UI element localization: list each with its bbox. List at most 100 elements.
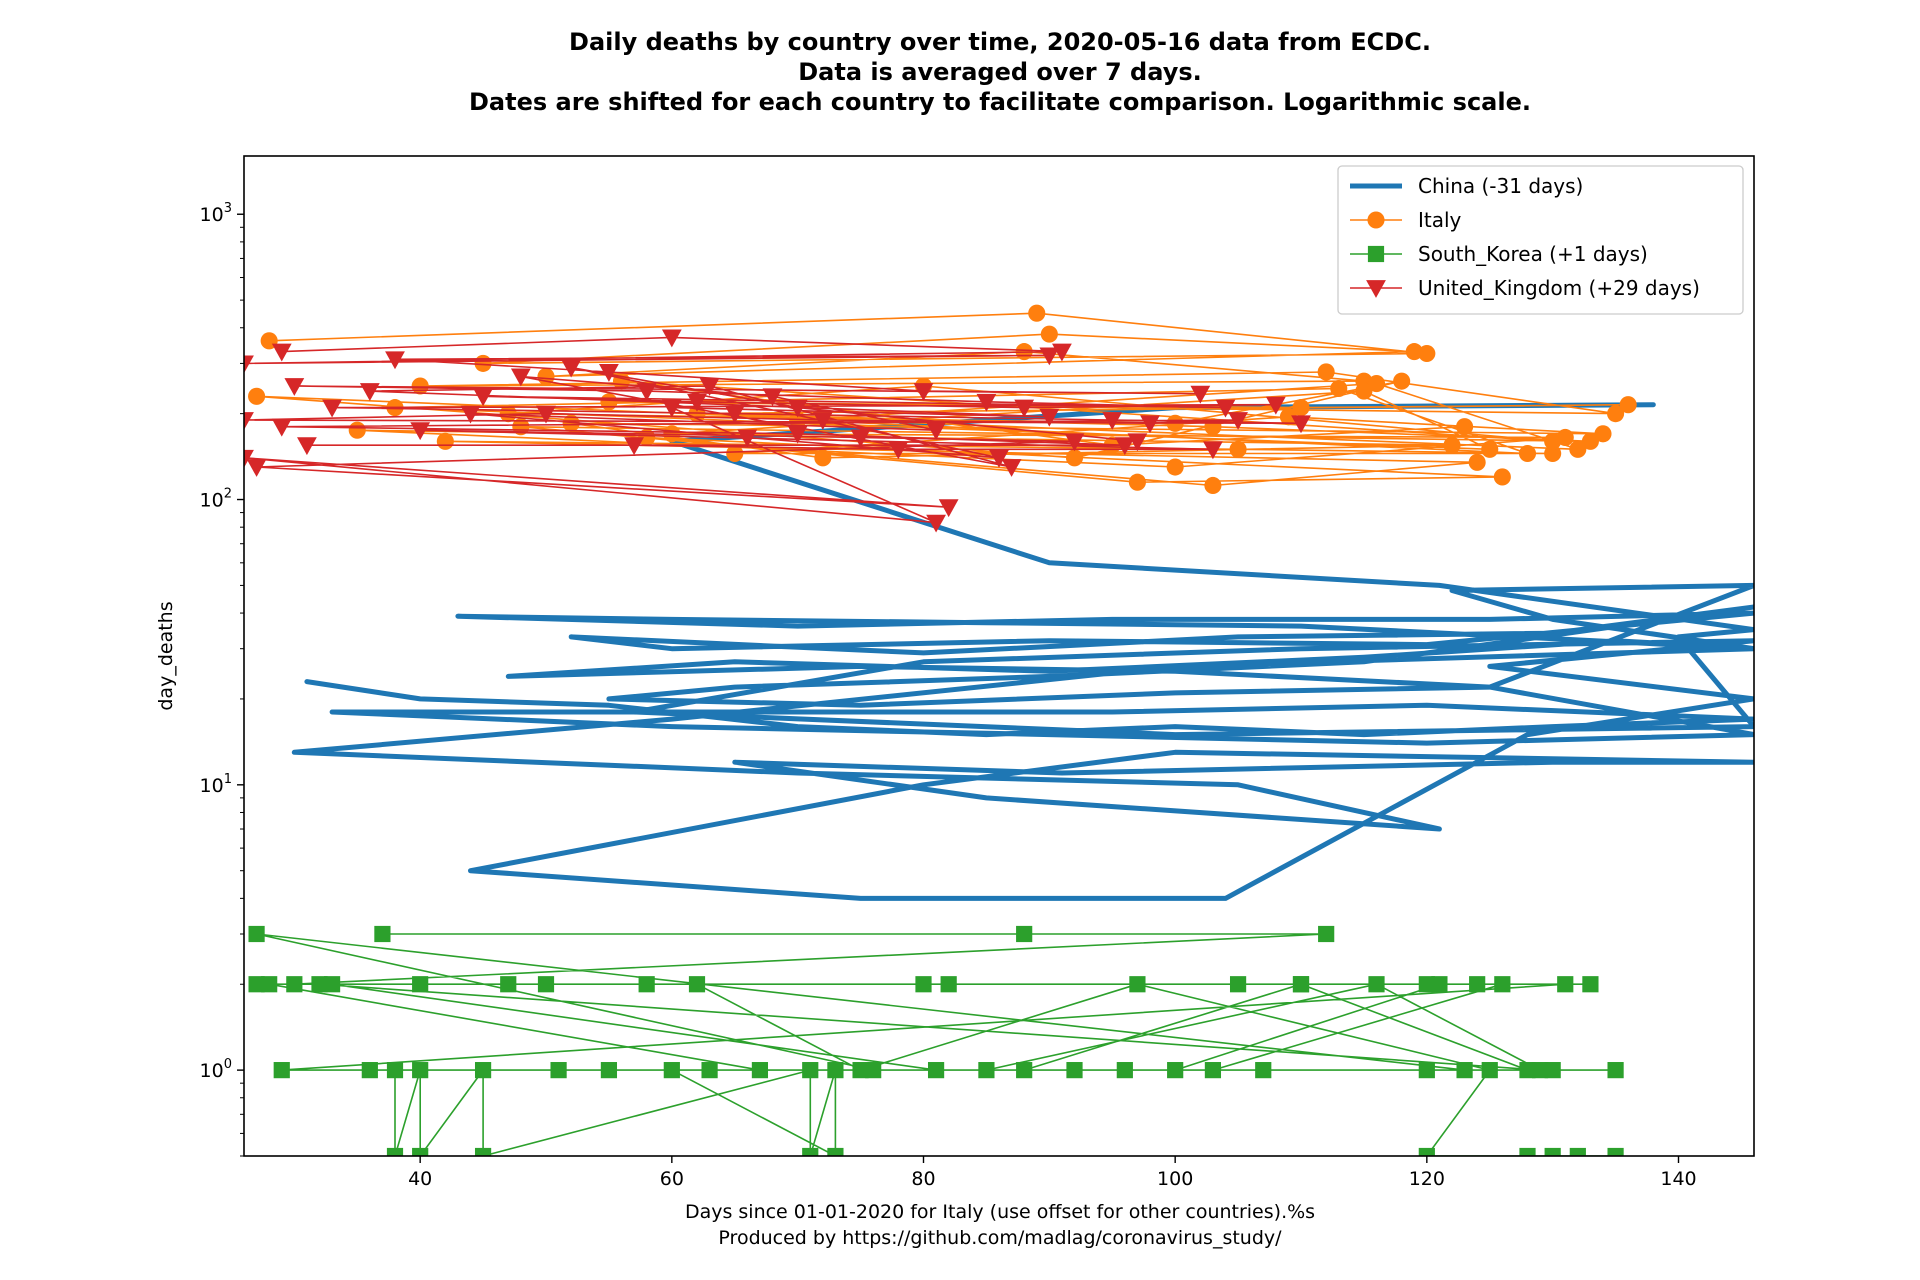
data-point	[1292, 399, 1310, 417]
series-line	[255, 933, 1617, 1156]
data-point	[473, 388, 493, 407]
data-point	[1418, 344, 1436, 363]
data-point	[1114, 437, 1135, 456]
series-layer	[244, 304, 1754, 1156]
data-point	[865, 1062, 882, 1079]
data-point	[1215, 399, 1236, 418]
data-point	[537, 976, 555, 993]
data-point	[600, 393, 618, 411]
data-point	[1203, 441, 1223, 460]
data-point	[297, 437, 317, 456]
x-tick-label: 60	[660, 1168, 684, 1190]
data-point	[244, 412, 254, 430]
legend-swatch-marker	[1367, 245, 1385, 263]
legend-label: Italy	[1418, 208, 1462, 232]
data-point	[1607, 1147, 1624, 1156]
data-point	[1418, 1062, 1435, 1079]
data-point	[1431, 976, 1448, 993]
data-point	[1518, 444, 1537, 463]
data-point	[1481, 1062, 1498, 1079]
data-point	[1039, 347, 1060, 366]
data-point	[1531, 1062, 1549, 1079]
data-point	[1493, 468, 1511, 486]
data-point	[1001, 459, 1022, 477]
data-point	[1582, 976, 1599, 993]
data-point	[248, 976, 265, 993]
x-axis-label: Days since 01-01-2020 for Italy (use off…	[685, 1201, 1315, 1223]
data-point	[1456, 1062, 1473, 1079]
data-point	[978, 1062, 995, 1079]
data-point	[1607, 1062, 1624, 1079]
data-point	[1519, 1147, 1536, 1156]
data-point	[271, 343, 292, 362]
data-point	[246, 459, 267, 477]
y-tick-label: 102	[200, 487, 232, 512]
data-point	[474, 1147, 492, 1156]
data-point	[1255, 1062, 1272, 1079]
data-point	[474, 1062, 492, 1079]
data-point	[1317, 363, 1335, 381]
data-point	[976, 393, 997, 412]
data-point	[1279, 408, 1297, 426]
data-point	[1291, 415, 1311, 434]
series-line	[255, 312, 1629, 487]
title-block: Daily deaths by country over time, 2020-…	[469, 28, 1531, 116]
data-point	[624, 437, 644, 456]
series-0	[291, 402, 1754, 901]
data-point	[737, 429, 758, 448]
data-point	[852, 1062, 869, 1079]
data-point	[1494, 976, 1511, 993]
data-point	[1228, 412, 1248, 430]
legend-label: South_Korea (+1 days)	[1418, 242, 1648, 266]
x-tick-label: 100	[1157, 1168, 1193, 1190]
data-point	[812, 412, 833, 430]
x-tick-label: 140	[1660, 1168, 1696, 1190]
data-point	[989, 449, 1009, 468]
data-point	[244, 449, 254, 468]
data-point	[271, 418, 292, 437]
legend-swatch-marker	[1367, 211, 1385, 229]
data-point	[661, 329, 682, 348]
x-tick-label: 120	[1409, 1168, 1445, 1190]
data-point	[1016, 925, 1033, 943]
data-point	[410, 422, 431, 441]
data-point	[348, 421, 366, 439]
data-point	[1229, 440, 1247, 458]
data-point	[412, 1062, 429, 1079]
data-point	[1102, 412, 1123, 430]
data-point	[636, 383, 657, 401]
data-point	[915, 976, 932, 993]
data-point	[827, 1147, 844, 1156]
plot-frame	[243, 155, 1755, 1157]
data-point	[374, 925, 391, 943]
series-line	[291, 402, 1754, 901]
data-point	[688, 976, 706, 993]
data-point	[359, 383, 380, 401]
data-point	[1129, 976, 1146, 993]
legend: China (-31 days) Italy South_Korea (+1 day…	[1337, 165, 1744, 315]
data-point	[248, 387, 266, 405]
data-point	[1166, 458, 1184, 476]
y-axis: 100 101 102 103	[200, 201, 244, 1157]
data-point	[323, 976, 341, 993]
data-point	[1544, 1147, 1561, 1156]
data-point	[1064, 433, 1085, 452]
data-point	[1456, 418, 1474, 436]
data-point	[814, 449, 832, 467]
x-axis-label-line-2: Produced by https://github.com/madlag/co…	[718, 1227, 1282, 1249]
data-point	[1065, 449, 1084, 467]
data-point	[512, 418, 530, 436]
data-point	[701, 1062, 718, 1079]
data-point	[751, 1062, 769, 1079]
data-point	[1028, 304, 1046, 322]
data-point	[500, 976, 517, 993]
chart-title: Daily deaths by country over time, 2020-…	[569, 28, 1431, 56]
data-point	[361, 1062, 378, 1079]
data-point	[273, 1062, 290, 1079]
data-point	[1039, 408, 1060, 427]
data-point	[386, 1147, 404, 1156]
data-point	[850, 429, 871, 448]
data-point	[1016, 1062, 1033, 1079]
data-point	[385, 351, 405, 370]
data-point	[726, 444, 744, 463]
